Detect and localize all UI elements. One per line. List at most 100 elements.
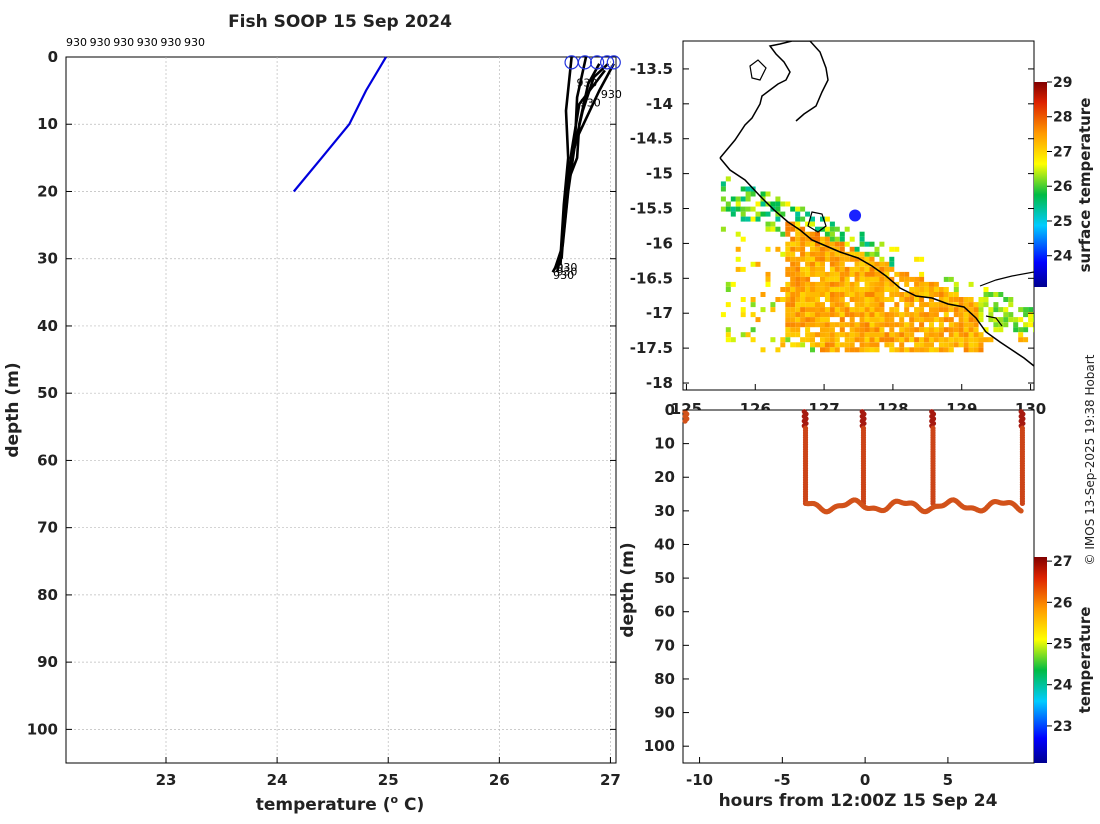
sst-pixel (829, 236, 835, 242)
sst-pixel (839, 261, 845, 267)
sst-pixel (938, 297, 944, 302)
sst-pixel (834, 337, 840, 343)
sst-pixel (1028, 307, 1034, 313)
profile-y-tick-label: 90 (37, 653, 58, 671)
sst-pixel (740, 307, 746, 313)
sst-pixel (929, 312, 934, 318)
sst-pixel (849, 317, 855, 323)
sst-pixel (919, 322, 925, 328)
sst-pixel (834, 312, 840, 318)
sst-pixel (854, 256, 860, 262)
sst-pixel (874, 276, 880, 282)
section-points (682, 409, 1026, 515)
sst-pixel (834, 287, 840, 292)
sst-pixel (1033, 317, 1034, 323)
sst-pixel (820, 246, 825, 252)
sst-pixel (839, 266, 845, 272)
sst-pixel (958, 297, 964, 302)
sst-pixel (839, 332, 845, 338)
sst-pixel (785, 332, 791, 338)
map-colorbar-tick-label: 28 (1053, 110, 1072, 126)
sst-pixel (854, 246, 860, 252)
sst-pixel (795, 256, 801, 262)
sst-pixel (805, 287, 811, 292)
sst-pixel (854, 251, 860, 257)
sst-pixel (864, 241, 870, 247)
sst-pixel (859, 327, 865, 333)
sst-pixel (919, 307, 925, 313)
sst-pixel (894, 322, 900, 328)
sst-pixel (909, 332, 915, 338)
sst-pixel (730, 211, 736, 217)
sst-pixel (894, 337, 900, 343)
sst-pixel (854, 281, 860, 287)
sst-pixel (1023, 307, 1029, 313)
profile-y-tick-label: 50 (37, 384, 58, 402)
sst-pixel (849, 281, 855, 287)
sst-pixel (805, 236, 811, 242)
sst-pixel (874, 281, 880, 287)
sst-pixel (968, 302, 974, 308)
sst-pixel (780, 231, 786, 237)
sst-pixel (839, 276, 845, 282)
sst-pixel (988, 307, 994, 313)
sst-pixel (1028, 322, 1034, 328)
section-x-label: hours from 12:00Z 15 Sep 24 (719, 791, 998, 811)
profile-grid (66, 57, 616, 763)
sst-pixels (720, 176, 1034, 353)
sst-pixel (948, 297, 954, 302)
sst-pixel (800, 297, 806, 302)
sst-pixel (859, 271, 865, 277)
sst-pixel (874, 342, 880, 348)
sst-pixel (929, 342, 934, 348)
sst-pixel (914, 312, 920, 318)
sst-pixel (810, 281, 815, 287)
sst-pixel (914, 317, 920, 323)
sst-pixel (909, 322, 915, 328)
sst-pixel (785, 322, 791, 328)
sst-pixel (859, 287, 865, 292)
sst-pixel (943, 342, 949, 348)
sst-pixel (770, 201, 776, 207)
profile-x-tick-label: 26 (489, 771, 510, 789)
sst-pixel (864, 337, 870, 343)
sst-pixel (874, 307, 880, 313)
sst-pixel (919, 317, 925, 323)
sst-pixel (839, 297, 845, 302)
sst-pixel (968, 327, 974, 333)
sst-pixel (844, 342, 850, 348)
sst-pixel (899, 271, 905, 277)
sst-pixel (790, 281, 796, 287)
sst-pixel (720, 196, 726, 202)
sst-pixel (874, 271, 880, 277)
sst-pixel (790, 256, 796, 262)
sst-pixel (929, 347, 934, 353)
sst-pixel (775, 246, 781, 252)
sst-pixel (815, 231, 820, 237)
sst-pixel (790, 276, 796, 282)
sst-pixel (859, 307, 865, 313)
sst-pixel (834, 292, 840, 297)
sst-pixel (829, 276, 835, 282)
sst-pixel (919, 342, 925, 348)
sst-pixel (780, 287, 786, 292)
sst-pixel (958, 342, 964, 348)
sst-pixel (909, 287, 915, 292)
sst-pixel (998, 307, 1004, 313)
sst-pixel (844, 347, 850, 353)
sst-pixel (889, 281, 895, 287)
sst-pixel (805, 241, 811, 247)
sst-pixel (760, 201, 766, 207)
profile-x-label-superscript: o (391, 793, 399, 806)
sst-pixel (963, 342, 969, 348)
sst-pixel (988, 337, 994, 343)
profile-depth-annotation: 930 (556, 265, 577, 278)
sst-pixel (973, 342, 979, 348)
sst-pixel (834, 307, 840, 313)
sst-pixel (834, 302, 840, 308)
profile-surface-markers (564, 55, 621, 70)
sst-pixel (914, 337, 920, 343)
sst-pixel (938, 307, 944, 313)
sst-pixel (810, 216, 815, 222)
